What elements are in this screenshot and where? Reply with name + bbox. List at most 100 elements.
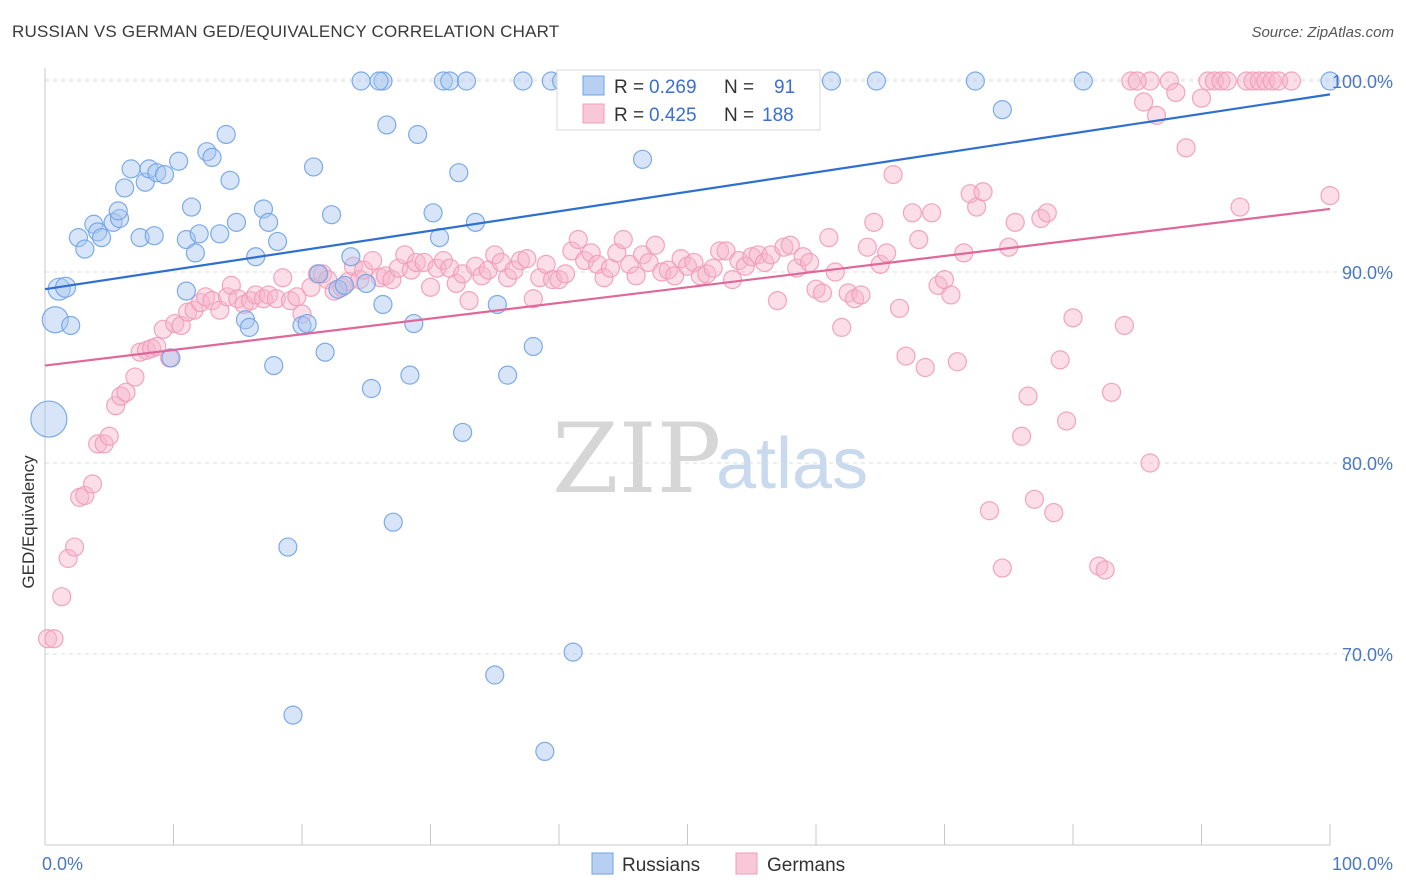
germans-point (889, 298, 910, 318)
russians-point (1320, 71, 1340, 91)
russians-point (121, 159, 141, 179)
germans-point (979, 501, 1000, 521)
germans-points (37, 71, 1340, 649)
russians-point (440, 71, 460, 91)
series-legend: Russians Germans (591, 852, 845, 876)
germans-point (465, 256, 486, 276)
germans-point (1121, 71, 1141, 91)
russians-point (161, 348, 181, 368)
germans-point (613, 229, 633, 250)
x-tick-label: 100.0% (1332, 854, 1393, 874)
y-tick-label: 70.0% (1342, 645, 1393, 665)
russians-point (369, 71, 389, 91)
germans-point (459, 291, 479, 311)
germans-point (1230, 197, 1250, 217)
russians-point (210, 224, 230, 244)
germans-point (1037, 203, 1057, 223)
germans-swatch (582, 103, 605, 124)
germans-point (287, 287, 307, 307)
russians-point (176, 281, 196, 301)
axes (44, 68, 1331, 846)
chart-title: RUSSIAN VS GERMAN GED/EQUIVALENCY CORREL… (12, 22, 560, 41)
germans-point (1127, 71, 1147, 91)
germans-point (1211, 71, 1231, 91)
russians-point (821, 71, 842, 91)
germans-point (722, 270, 743, 290)
germans-point (75, 485, 95, 506)
germans-point (125, 367, 145, 387)
legend-russians-swatch (591, 852, 614, 875)
russians-point (197, 142, 217, 162)
russians-point (535, 741, 555, 762)
russians-point (866, 71, 886, 91)
tick-labels: 70.0% 80.0% 90.0% 100.0% 0.0% 100.0% (42, 72, 1393, 874)
russians-point (400, 365, 420, 385)
germans-point (819, 228, 839, 248)
russians-n-value: 91 (774, 77, 795, 98)
germans-point (562, 241, 582, 261)
russians-point (61, 315, 81, 336)
russians-point (68, 228, 89, 248)
russians-point (185, 243, 205, 263)
russians-point (453, 422, 473, 443)
russians-point (216, 124, 236, 145)
russians-point (341, 247, 361, 267)
germans-point (626, 266, 646, 286)
germans-point (575, 250, 595, 271)
germans-point (671, 249, 691, 269)
russians-point (404, 313, 424, 334)
russians-point (321, 205, 342, 225)
russians-point (383, 512, 403, 532)
watermark-zip: ZIP (552, 403, 721, 515)
germans-point (1166, 82, 1186, 103)
russians-point (303, 157, 324, 177)
germans-point (877, 243, 897, 263)
germans-trend-line (44, 207, 1331, 367)
germans-point (825, 262, 845, 282)
russians-point (239, 317, 259, 337)
germans-point (857, 237, 878, 257)
germans-r-label: R = (614, 105, 644, 126)
russians-point (278, 537, 298, 557)
germans-point (1159, 71, 1179, 91)
germans-point (922, 203, 942, 223)
germans-point (504, 260, 524, 280)
russians-point (91, 228, 112, 248)
germans-point (106, 396, 126, 416)
germans-point (555, 264, 576, 284)
russians-point (485, 665, 505, 685)
germans-point (973, 182, 993, 202)
germans-point (1134, 92, 1154, 112)
germans-point (851, 285, 871, 305)
germans-point (832, 317, 852, 337)
germans-point (1018, 386, 1038, 406)
russians-point (449, 163, 469, 183)
russians-point (498, 365, 518, 385)
russians-r-label: R = (614, 77, 644, 98)
gridlines (45, 78, 1392, 655)
chart-source: Source: ZipAtlas.com (1251, 24, 1394, 41)
germans-point (292, 304, 312, 324)
germans-point (1063, 308, 1083, 328)
russians-point (169, 151, 189, 171)
legend-russians-label: Russians (622, 855, 700, 876)
germans-point (420, 277, 441, 297)
russians-points (30, 71, 1340, 762)
germans-point (153, 319, 173, 339)
russians-point (144, 226, 164, 246)
germans-point (581, 243, 601, 263)
russians-n-label: N = (724, 77, 754, 98)
russians-point (109, 208, 130, 229)
germans-point (266, 289, 286, 309)
germans-point (116, 382, 136, 402)
germans-point (1114, 315, 1135, 336)
russians-point (75, 239, 95, 259)
russians-point (115, 178, 135, 198)
germans-point (735, 256, 755, 276)
legend-germans-swatch (735, 852, 758, 875)
germans-n-label: N = (724, 105, 754, 126)
russians-point (189, 224, 209, 244)
germans-point (799, 252, 820, 273)
germans-point (594, 268, 614, 288)
germans-point (99, 426, 119, 446)
